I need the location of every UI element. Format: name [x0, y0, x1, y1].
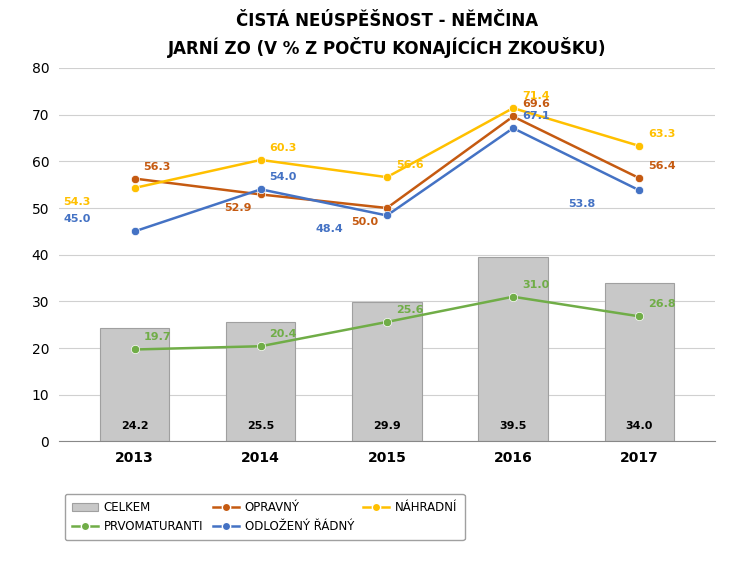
Text: 60.3: 60.3: [270, 143, 297, 153]
Text: 25.6: 25.6: [396, 305, 423, 315]
Text: 56.6: 56.6: [396, 160, 423, 170]
Legend: CELKEM, PRVOMATURANTI, OPRAVNÝ, ODLOŽENÝ ŘÁDNÝ, NÁHRADNÍ: CELKEM, PRVOMATURANTI, OPRAVNÝ, ODLOŽENÝ…: [65, 494, 465, 540]
Text: 50.0: 50.0: [351, 217, 378, 226]
Text: 56.3: 56.3: [144, 161, 171, 171]
Title: ČISTÁ NEÚSPĚŠNOST - NĚMČINA
JARNÍ ZO (V % Z POČTU KONAJÍCÍCH ZKOUŠKU): ČISTÁ NEÚSPĚŠNOST - NĚMČINA JARNÍ ZO (V …: [168, 12, 606, 58]
Text: 67.1: 67.1: [522, 111, 550, 121]
Text: 34.0: 34.0: [626, 421, 653, 431]
Text: 54.0: 54.0: [270, 172, 297, 182]
Bar: [100, 328, 170, 441]
Text: 39.5: 39.5: [500, 421, 527, 431]
Text: 56.4: 56.4: [648, 161, 676, 171]
Text: 19.7: 19.7: [144, 332, 171, 342]
Text: 48.4: 48.4: [315, 224, 343, 234]
Bar: [226, 323, 296, 441]
Text: 69.6: 69.6: [522, 100, 550, 109]
Text: 53.8: 53.8: [567, 199, 595, 209]
Text: 20.4: 20.4: [270, 329, 297, 339]
Text: 31.0: 31.0: [522, 280, 549, 290]
Text: 25.5: 25.5: [247, 421, 274, 431]
Text: 24.2: 24.2: [121, 421, 148, 431]
Bar: [352, 302, 422, 441]
Text: 63.3: 63.3: [648, 129, 675, 139]
Text: 52.9: 52.9: [225, 203, 252, 213]
Text: 45.0: 45.0: [63, 215, 91, 224]
Bar: [604, 282, 674, 441]
Text: 26.8: 26.8: [648, 299, 676, 310]
Text: 71.4: 71.4: [522, 91, 550, 101]
Text: 54.3: 54.3: [63, 196, 91, 207]
Bar: [478, 257, 548, 441]
Text: 29.9: 29.9: [373, 421, 401, 431]
